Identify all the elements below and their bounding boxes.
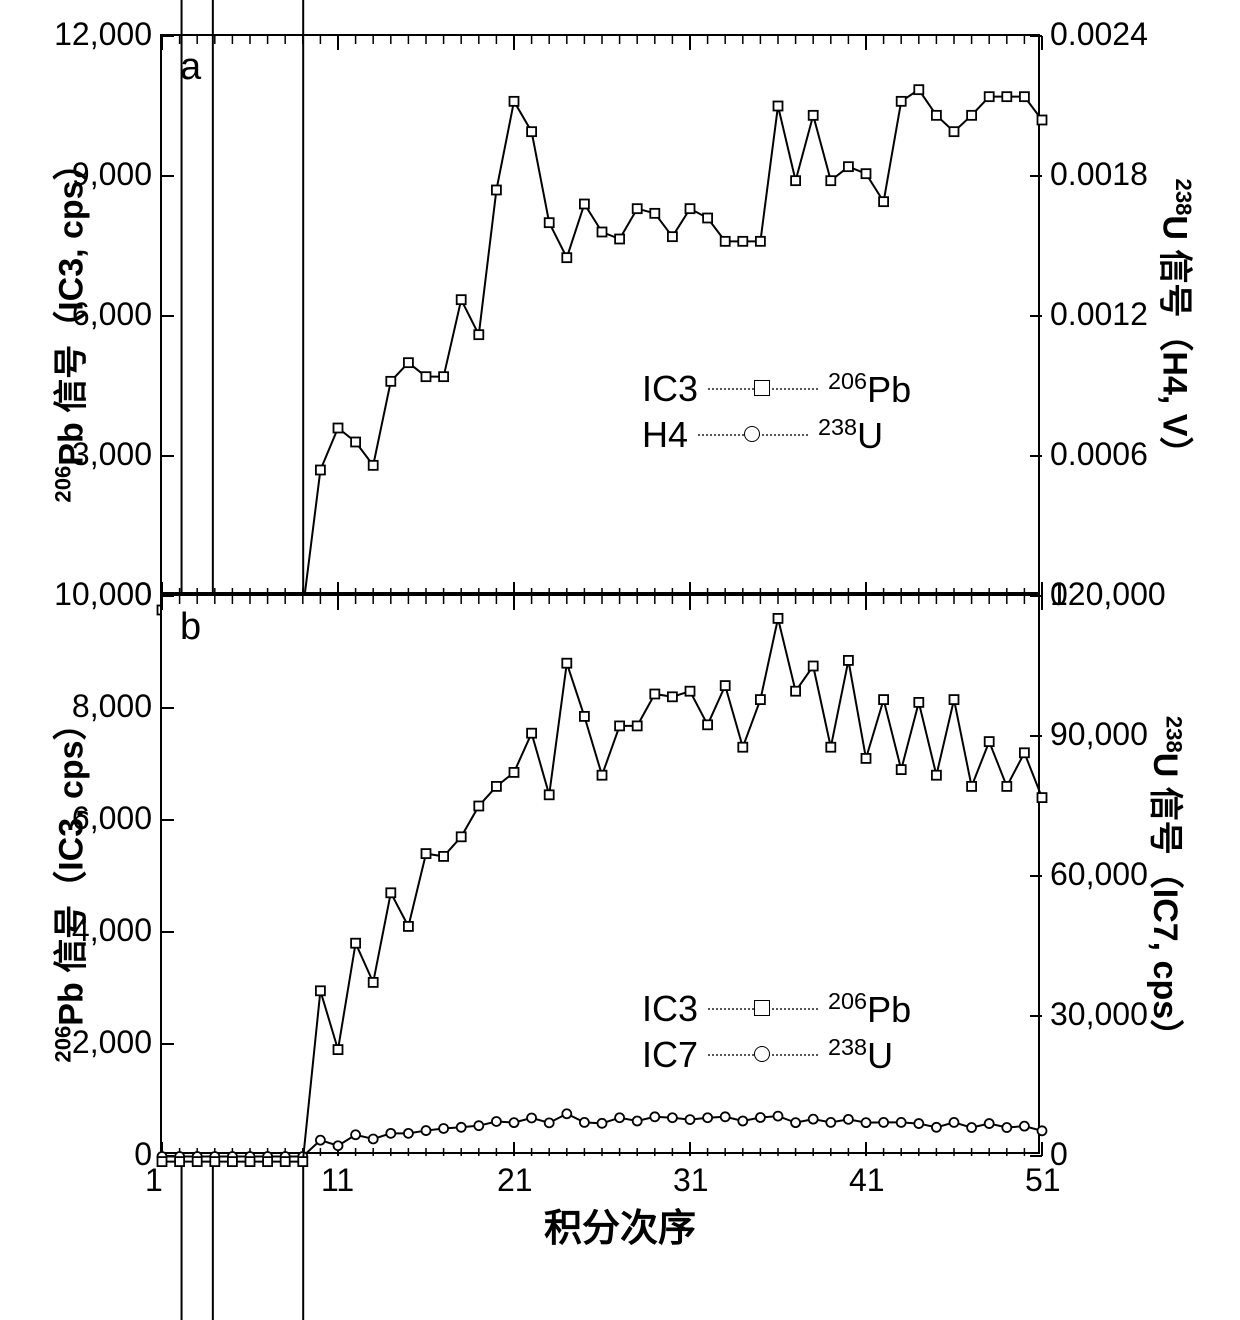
- yr-tick-label: 90,000: [1050, 716, 1148, 753]
- yr-tick-label: 30,000: [1050, 996, 1148, 1033]
- panel-b-legend: IC3 206Pb IC7 238U: [642, 986, 911, 1078]
- legend-isotope: 206Pb: [828, 368, 911, 411]
- legend-prefix: H4: [642, 414, 688, 456]
- x-axis-label: 积分次序: [20, 1197, 1220, 1252]
- yr-tick-label: 60,000: [1050, 856, 1148, 893]
- yr-tick-label: 0.0024: [1050, 16, 1148, 53]
- yl-tick-label: 10,000: [54, 576, 152, 613]
- legend-prefix: IC7: [642, 1034, 698, 1076]
- yr-tick-label: 0.0018: [1050, 156, 1148, 193]
- panel-a-legend: IC3 206Pb H4 238U: [642, 366, 911, 458]
- yr-tick-label: 120,000: [1050, 576, 1166, 613]
- legend-isotope: 238U: [828, 1034, 893, 1077]
- legend-swatch-circle: [708, 1043, 818, 1067]
- legend-prefix: IC3: [642, 368, 698, 410]
- panel-a-plot: [162, 36, 1038, 592]
- legend-swatch-square: [708, 377, 818, 401]
- legend-isotope: 238U: [818, 414, 883, 457]
- panel-b: b IC3 206Pb IC7 238U: [160, 594, 1040, 1154]
- yl-tick-label: 9,000: [72, 156, 152, 193]
- yr-tick-label: 0.0006: [1050, 436, 1148, 473]
- legend-isotope: 206Pb: [828, 988, 911, 1031]
- yl-tick-label: 12,000: [54, 16, 152, 53]
- x-tick-label: 41: [849, 1162, 885, 1199]
- legend-row: IC7 238U: [642, 1032, 911, 1078]
- x-tick-label: 51: [1025, 1162, 1061, 1199]
- yl-tick-label: 4,000: [72, 912, 152, 949]
- yl-tick-label: 8,000: [72, 688, 152, 725]
- legend-row: IC3 206Pb: [642, 986, 911, 1032]
- panel-a-ylabel-right: 238U 信号（H4, V）: [1153, 179, 1202, 471]
- yl-tick-label: 3,000: [72, 436, 152, 473]
- legend-swatch-circle: [698, 423, 808, 447]
- x-tick-label: 11: [321, 1162, 354, 1199]
- panel-b-ylabel-left: 206Pb 信号（IC3, cps）: [44, 706, 93, 1062]
- legend-row: H4 238U: [642, 412, 911, 458]
- legend-swatch-square: [708, 997, 818, 1021]
- yl-tick-label: 6,000: [72, 296, 152, 333]
- yl-tick-label: 2,000: [72, 1024, 152, 1061]
- x-tick-label: 1: [145, 1162, 163, 1199]
- panel-a: a IC3 206Pb H4 238U: [160, 34, 1040, 594]
- x-tick-label: 21: [497, 1162, 533, 1199]
- x-tick-label: 31: [673, 1162, 709, 1199]
- figure: 206Pb 信号（IC3, cps） 206Pb 信号（IC3, cps） 23…: [20, 20, 1220, 1300]
- legend-prefix: IC3: [642, 988, 698, 1030]
- yr-tick-label: 0.0012: [1050, 296, 1148, 333]
- yl-tick-label: 6,000: [72, 800, 152, 837]
- legend-row: IC3 206Pb: [642, 366, 911, 412]
- panel-b-ylabel-right: 238U 信号（IC7, cps）: [1144, 716, 1193, 1053]
